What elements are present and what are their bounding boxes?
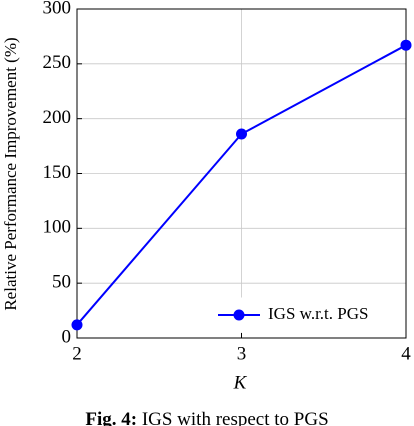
y-tick-label: 300 [43, 0, 72, 18]
x-tick-label: 2 [72, 343, 82, 364]
y-axis-label: Relative Performance Improvement (%) [1, 37, 20, 310]
y-tick-label: 50 [52, 272, 71, 293]
point [236, 128, 247, 140]
plot-frame [76, 8, 407, 339]
point [400, 39, 412, 51]
y-tick-label: 200 [43, 107, 72, 128]
legend-label: IGS w.r.t. PGS [268, 304, 368, 323]
caption: Fig. 4: IGS with respect to PGS [85, 409, 328, 426]
y-tick-label: 0 [62, 326, 72, 347]
x-tick-label: 4 [401, 343, 411, 364]
caption-label: Fig. 4: [85, 409, 137, 426]
point [71, 319, 83, 331]
x-axis-label: K [233, 372, 248, 393]
legend-marker [233, 309, 245, 321]
y-tick-label: 250 [43, 52, 72, 73]
caption-text: IGS with respect to PGS [142, 409, 329, 426]
x-tick-label: 3 [237, 343, 247, 364]
y-tick-label: 150 [43, 162, 72, 183]
y-tick-label: 100 [43, 217, 72, 238]
